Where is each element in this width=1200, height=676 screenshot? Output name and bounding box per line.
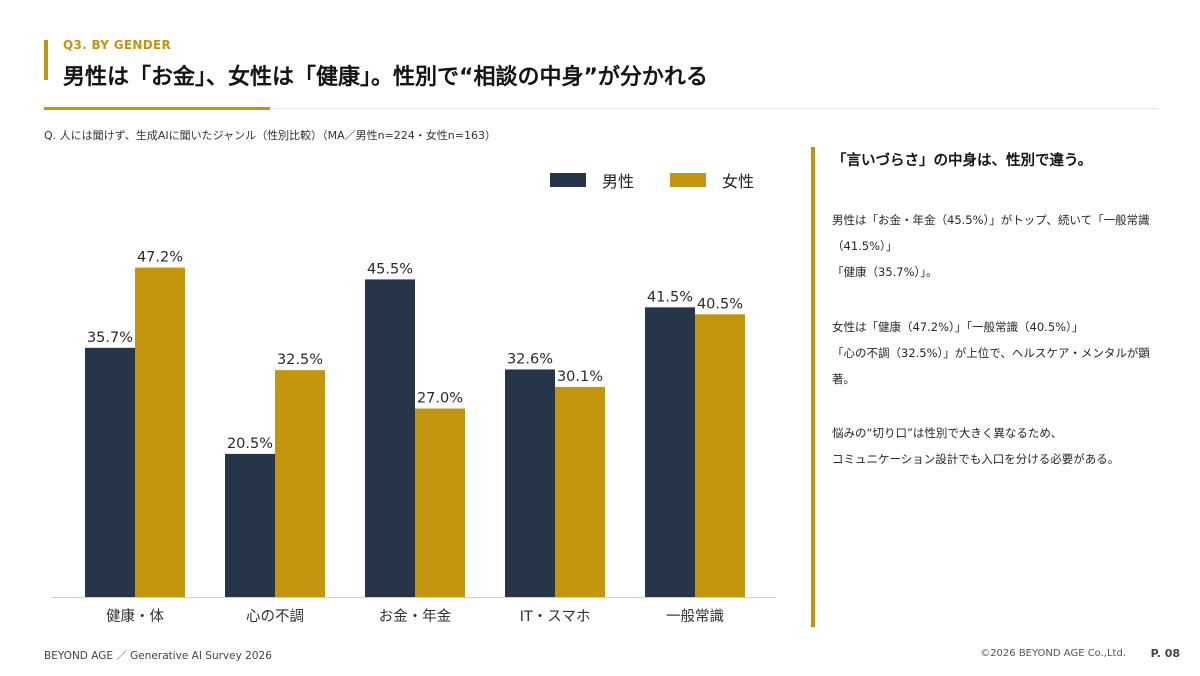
chart-legend: 男性 女性	[550, 168, 754, 192]
sidebar-paragraph-female: 女性は「健康（47.2%）」「一般常識（40.5%）」 「心の不調（32.5%）…	[832, 314, 1150, 392]
bar-chart: 35.7% 47.2% 健康・体 20.5% 32.5% 心の不調 45.5% 27.0% お金…	[51, 250, 776, 625]
category-label-3: IT・スマホ	[520, 609, 591, 625]
page-title: 男性は「お金」、女性は「健康」。性別で“相談の中身”が分かれる	[63, 65, 708, 90]
text-line: 女性は「健康（47.2%）」「一般常識（40.5%）」	[832, 320, 1084, 334]
legend-swatch-female	[670, 173, 707, 187]
data-label-female-1: 32.5%	[277, 352, 323, 368]
text-line: （41.5%）」	[832, 239, 898, 253]
text-line: 著。	[832, 372, 855, 386]
bar-female-3	[555, 386, 605, 597]
title-accent-bar	[44, 40, 48, 80]
survey-question: Q. 人には聞けず、生成AIに聞いたジャンル（性別比較）（MA／男性n=224・…	[44, 129, 496, 142]
legend-item-female: 女性	[670, 168, 754, 192]
bar-male-3	[505, 369, 555, 597]
bar-male-1	[225, 453, 275, 597]
bar-female-2	[415, 408, 465, 597]
text-line: 「心の不調（32.5%）」が上位で、ヘルスケア・メンタルが顕	[832, 346, 1150, 360]
page-number: P. 08	[1150, 647, 1180, 660]
bar-male-2	[365, 279, 415, 597]
legend-item-male: 男性	[550, 168, 634, 192]
bar-female-0	[135, 267, 185, 597]
sidebar-paragraph-conclusion: 悩みの“切り口”は性別で大きく異なるため、 コミュニケーション設計でも入口を分け…	[832, 420, 1119, 472]
data-label-female-3: 30.1%	[557, 369, 603, 385]
text-line: コミュニケーション設計でも入口を分ける必要がある。	[832, 452, 1120, 466]
sidebar-heading: 「言いづらさ」の中身は、性別で違う。	[832, 153, 1093, 169]
category-label-1: 心の不調	[246, 608, 304, 625]
title-divider-accent	[44, 107, 270, 110]
data-label-male-2: 45.5%	[367, 261, 413, 277]
bar-male-4	[645, 307, 695, 597]
data-label-male-0: 35.7%	[87, 330, 133, 346]
data-label-male-3: 32.6%	[507, 351, 553, 367]
data-label-female-2: 27.0%	[417, 391, 463, 407]
footer-credit: BEYOND AGE ／ Generative AI Survey 2026	[44, 650, 272, 662]
text-line: 男性は「お金・年金（45.5%）」がトップ、続いて「一般常識	[832, 213, 1150, 227]
category-label-4: 一般常識	[666, 608, 724, 625]
data-label-male-1: 20.5%	[227, 436, 273, 452]
sidebar-accent-bar	[811, 147, 815, 627]
category-label-2: お金・年金	[379, 608, 452, 625]
text-line: 悩みの“切り口”は性別で大きく異なるため、	[832, 426, 1063, 440]
text-line: 「健康（35.7%）」。	[832, 265, 938, 279]
category-label-0: 健康・体	[106, 608, 164, 625]
footer-copyright: ©2026 BEYOND AGE Co.,Ltd.	[980, 648, 1126, 659]
data-label-female-0: 47.2%	[137, 250, 183, 266]
data-label-female-4: 40.5%	[697, 296, 743, 312]
bar-female-1	[275, 370, 325, 597]
section-tag: Q3. BY GENDER	[63, 38, 172, 52]
legend-label-female: 女性	[722, 172, 755, 191]
sidebar-paragraph-male: 男性は「お金・年金（45.5%）」がトップ、続いて「一般常識 （41.5%）」 …	[832, 207, 1150, 285]
bar-male-0	[85, 347, 135, 597]
legend-label-male: 男性	[602, 172, 635, 191]
title-divider	[44, 108, 1156, 109]
data-label-male-4: 41.5%	[647, 289, 693, 305]
bar-female-4	[695, 314, 745, 597]
legend-swatch-male	[550, 173, 586, 187]
